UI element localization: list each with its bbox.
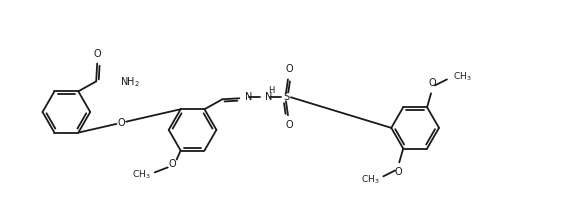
Text: N: N: [245, 92, 252, 102]
Text: N: N: [265, 92, 273, 102]
Text: CH$_3$: CH$_3$: [361, 173, 379, 186]
Text: O: O: [117, 118, 125, 128]
Text: O: O: [285, 120, 293, 130]
Text: O: O: [285, 65, 293, 74]
Text: O: O: [428, 78, 436, 88]
Text: NH$_2$: NH$_2$: [120, 75, 140, 89]
Text: O: O: [169, 159, 176, 169]
Text: O: O: [395, 167, 402, 177]
Text: CH$_3$: CH$_3$: [453, 70, 472, 83]
Text: H: H: [268, 86, 274, 95]
Text: O: O: [93, 49, 101, 59]
Text: S: S: [283, 92, 289, 102]
Text: CH$_3$: CH$_3$: [132, 168, 151, 181]
